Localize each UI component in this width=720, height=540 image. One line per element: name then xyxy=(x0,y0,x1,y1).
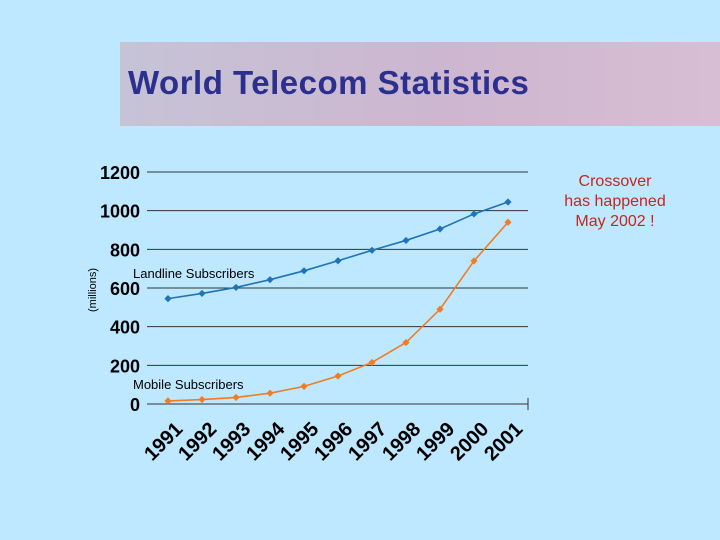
data-point xyxy=(436,225,444,233)
x-tick-label: 1998 xyxy=(378,418,425,465)
annotation-line: Crossover xyxy=(578,173,652,190)
x-tick-label: 1994 xyxy=(242,418,290,466)
y-tick-label: 200 xyxy=(110,356,140,376)
data-point xyxy=(266,389,274,397)
x-tick-label: 1992 xyxy=(174,418,221,465)
series-label-mobile: Mobile Subscribers xyxy=(133,377,244,392)
x-tick-label: 1997 xyxy=(344,418,391,465)
data-point xyxy=(266,276,274,284)
data-point xyxy=(232,283,240,292)
data-point xyxy=(402,338,410,347)
data-point xyxy=(300,382,308,391)
annotation-line: has happened xyxy=(564,193,666,210)
data-point xyxy=(300,267,308,275)
y-tick-label: 1000 xyxy=(100,202,140,222)
y-tick-label: 600 xyxy=(110,279,140,299)
x-tick-label: 1993 xyxy=(208,418,255,465)
data-point xyxy=(504,198,512,206)
y-tick-label: 0 xyxy=(130,395,140,415)
data-point xyxy=(470,210,478,218)
x-tick-label: 2001 xyxy=(480,418,527,465)
data-point xyxy=(334,257,342,265)
x-tick-label: 2000 xyxy=(446,418,493,465)
data-point xyxy=(164,397,172,405)
data-point xyxy=(368,358,376,367)
data-point xyxy=(232,393,240,402)
y-tick-label: 800 xyxy=(110,240,140,260)
y-tick-label: 400 xyxy=(110,318,140,338)
annotation-line: May 2002 ! xyxy=(575,213,655,230)
x-tick-label: 1991 xyxy=(140,418,187,465)
x-tick-label: 1995 xyxy=(276,418,323,465)
data-point xyxy=(198,395,206,404)
data-point xyxy=(164,295,172,303)
data-point xyxy=(436,305,444,313)
y-axis-label: (millions) xyxy=(87,268,99,312)
y-tick-label: 1200 xyxy=(100,163,140,183)
x-tick-label: 1996 xyxy=(310,418,357,465)
data-point xyxy=(402,236,410,245)
slide-title: World Telecom Statistics xyxy=(128,64,530,101)
x-tick-label: 1999 xyxy=(412,418,459,465)
data-point xyxy=(334,372,342,380)
data-point xyxy=(198,289,206,298)
series-label-landline: Landline Subscribers xyxy=(133,266,255,281)
data-point xyxy=(470,257,478,265)
data-point xyxy=(504,218,512,226)
data-point xyxy=(368,246,376,254)
crossover-annotation: Crossover has happened May 2002 ! xyxy=(540,172,690,232)
title-band xyxy=(120,42,720,126)
